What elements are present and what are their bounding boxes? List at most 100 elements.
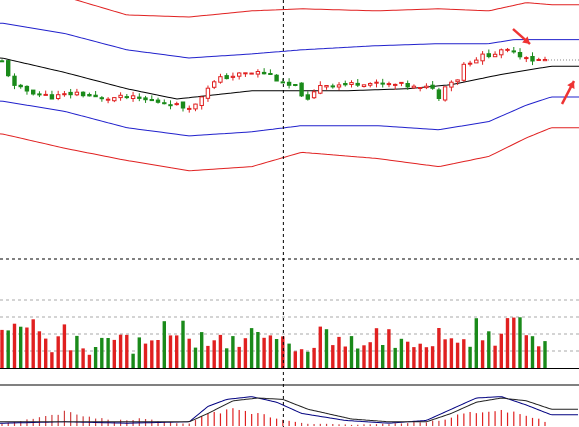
volume-bar: [437, 328, 441, 368]
candle: [224, 73, 229, 80]
candle-body: [492, 53, 498, 58]
candle: [286, 78, 292, 89]
candle: [393, 83, 398, 90]
candle: [386, 81, 392, 88]
candle-body: [449, 81, 454, 88]
candle: [511, 47, 516, 54]
candle: [486, 49, 492, 59]
volume-bar: [106, 338, 110, 368]
candle: [517, 48, 523, 60]
volume-bar: [93, 347, 98, 368]
volume-bar: [168, 335, 173, 368]
candle: [318, 81, 323, 95]
volume-bar: [218, 334, 223, 368]
candle-body: [430, 84, 435, 89]
candle: [24, 85, 30, 95]
middle-band: [0, 57, 579, 100]
candle: [0, 59, 5, 63]
candle-body: [268, 73, 273, 75]
candle-body: [255, 71, 261, 75]
candle-body: [149, 99, 155, 102]
candle-body: [274, 74, 279, 82]
candle-body: [218, 76, 223, 83]
candle-body: [37, 93, 42, 96]
volume-bar: [443, 339, 447, 368]
candle-body: [286, 81, 292, 86]
volume-bar: [249, 328, 254, 368]
volume-bar: [399, 338, 404, 368]
candle-body: [130, 95, 136, 100]
candle: [436, 87, 442, 101]
candle: [293, 84, 298, 87]
candle-body: [93, 94, 98, 98]
volume-bar: [243, 338, 248, 368]
volume-bar: [131, 353, 135, 368]
candle: [255, 69, 261, 78]
macd-dif-line: [0, 396, 578, 424]
volume-bar: [268, 335, 273, 368]
candle-body: [105, 98, 111, 101]
volume-bar: [505, 318, 510, 368]
candle: [193, 103, 198, 112]
candle: [199, 96, 204, 110]
candle: [124, 94, 129, 100]
candle-body: [393, 83, 398, 86]
candle: [411, 84, 417, 89]
candle-body: [12, 75, 17, 86]
candle-body: [361, 84, 367, 88]
candle-body: [174, 103, 179, 106]
candle: [536, 57, 541, 61]
candle-body: [224, 75, 229, 80]
candle-body: [212, 81, 217, 88]
candle: [542, 56, 548, 62]
candle-body: [43, 93, 48, 96]
volume-bar: [487, 331, 491, 368]
volume-bar: [543, 341, 547, 368]
candle-body: [99, 97, 104, 100]
candle: [68, 88, 73, 99]
volume-bar: [37, 331, 42, 368]
volume-bar: [162, 321, 166, 368]
candle: [130, 91, 136, 102]
volume-bar: [118, 334, 123, 368]
candle-body: [355, 82, 360, 86]
candle-body: [230, 75, 236, 78]
volume-bar: [56, 336, 60, 368]
candle-body: [261, 71, 267, 75]
candle: [118, 92, 123, 101]
candle: [237, 72, 242, 80]
candle: [37, 91, 42, 98]
candle: [324, 85, 329, 90]
candle: [155, 97, 161, 104]
candle-body: [343, 83, 348, 86]
volume-bar: [143, 343, 148, 368]
candle-body: [418, 87, 423, 89]
candle-body: [62, 93, 67, 96]
candle: [80, 91, 86, 98]
down-arrow-icon: [512, 28, 531, 45]
candle-body: [18, 84, 23, 88]
candle-body: [461, 63, 467, 81]
volume-bar: [362, 345, 366, 368]
candle-body: [143, 97, 148, 101]
volume-bar: [181, 320, 185, 368]
candle-body: [405, 83, 410, 88]
candle-body: [49, 94, 55, 100]
candle: [430, 81, 435, 90]
volume-bar: [12, 323, 17, 368]
candle: [424, 83, 429, 90]
candle: [31, 89, 36, 96]
volume-bar: [412, 347, 416, 368]
volume-bar: [75, 335, 79, 368]
candle-body: [486, 53, 492, 58]
candle-body: [168, 104, 173, 107]
candle: [62, 90, 67, 97]
candle-body: [299, 82, 304, 97]
candle-body: [205, 87, 211, 99]
candle: [230, 72, 236, 81]
volume-bar: [125, 334, 129, 368]
candle: [355, 79, 360, 88]
candle-body: [542, 59, 548, 62]
candle: [399, 81, 404, 87]
